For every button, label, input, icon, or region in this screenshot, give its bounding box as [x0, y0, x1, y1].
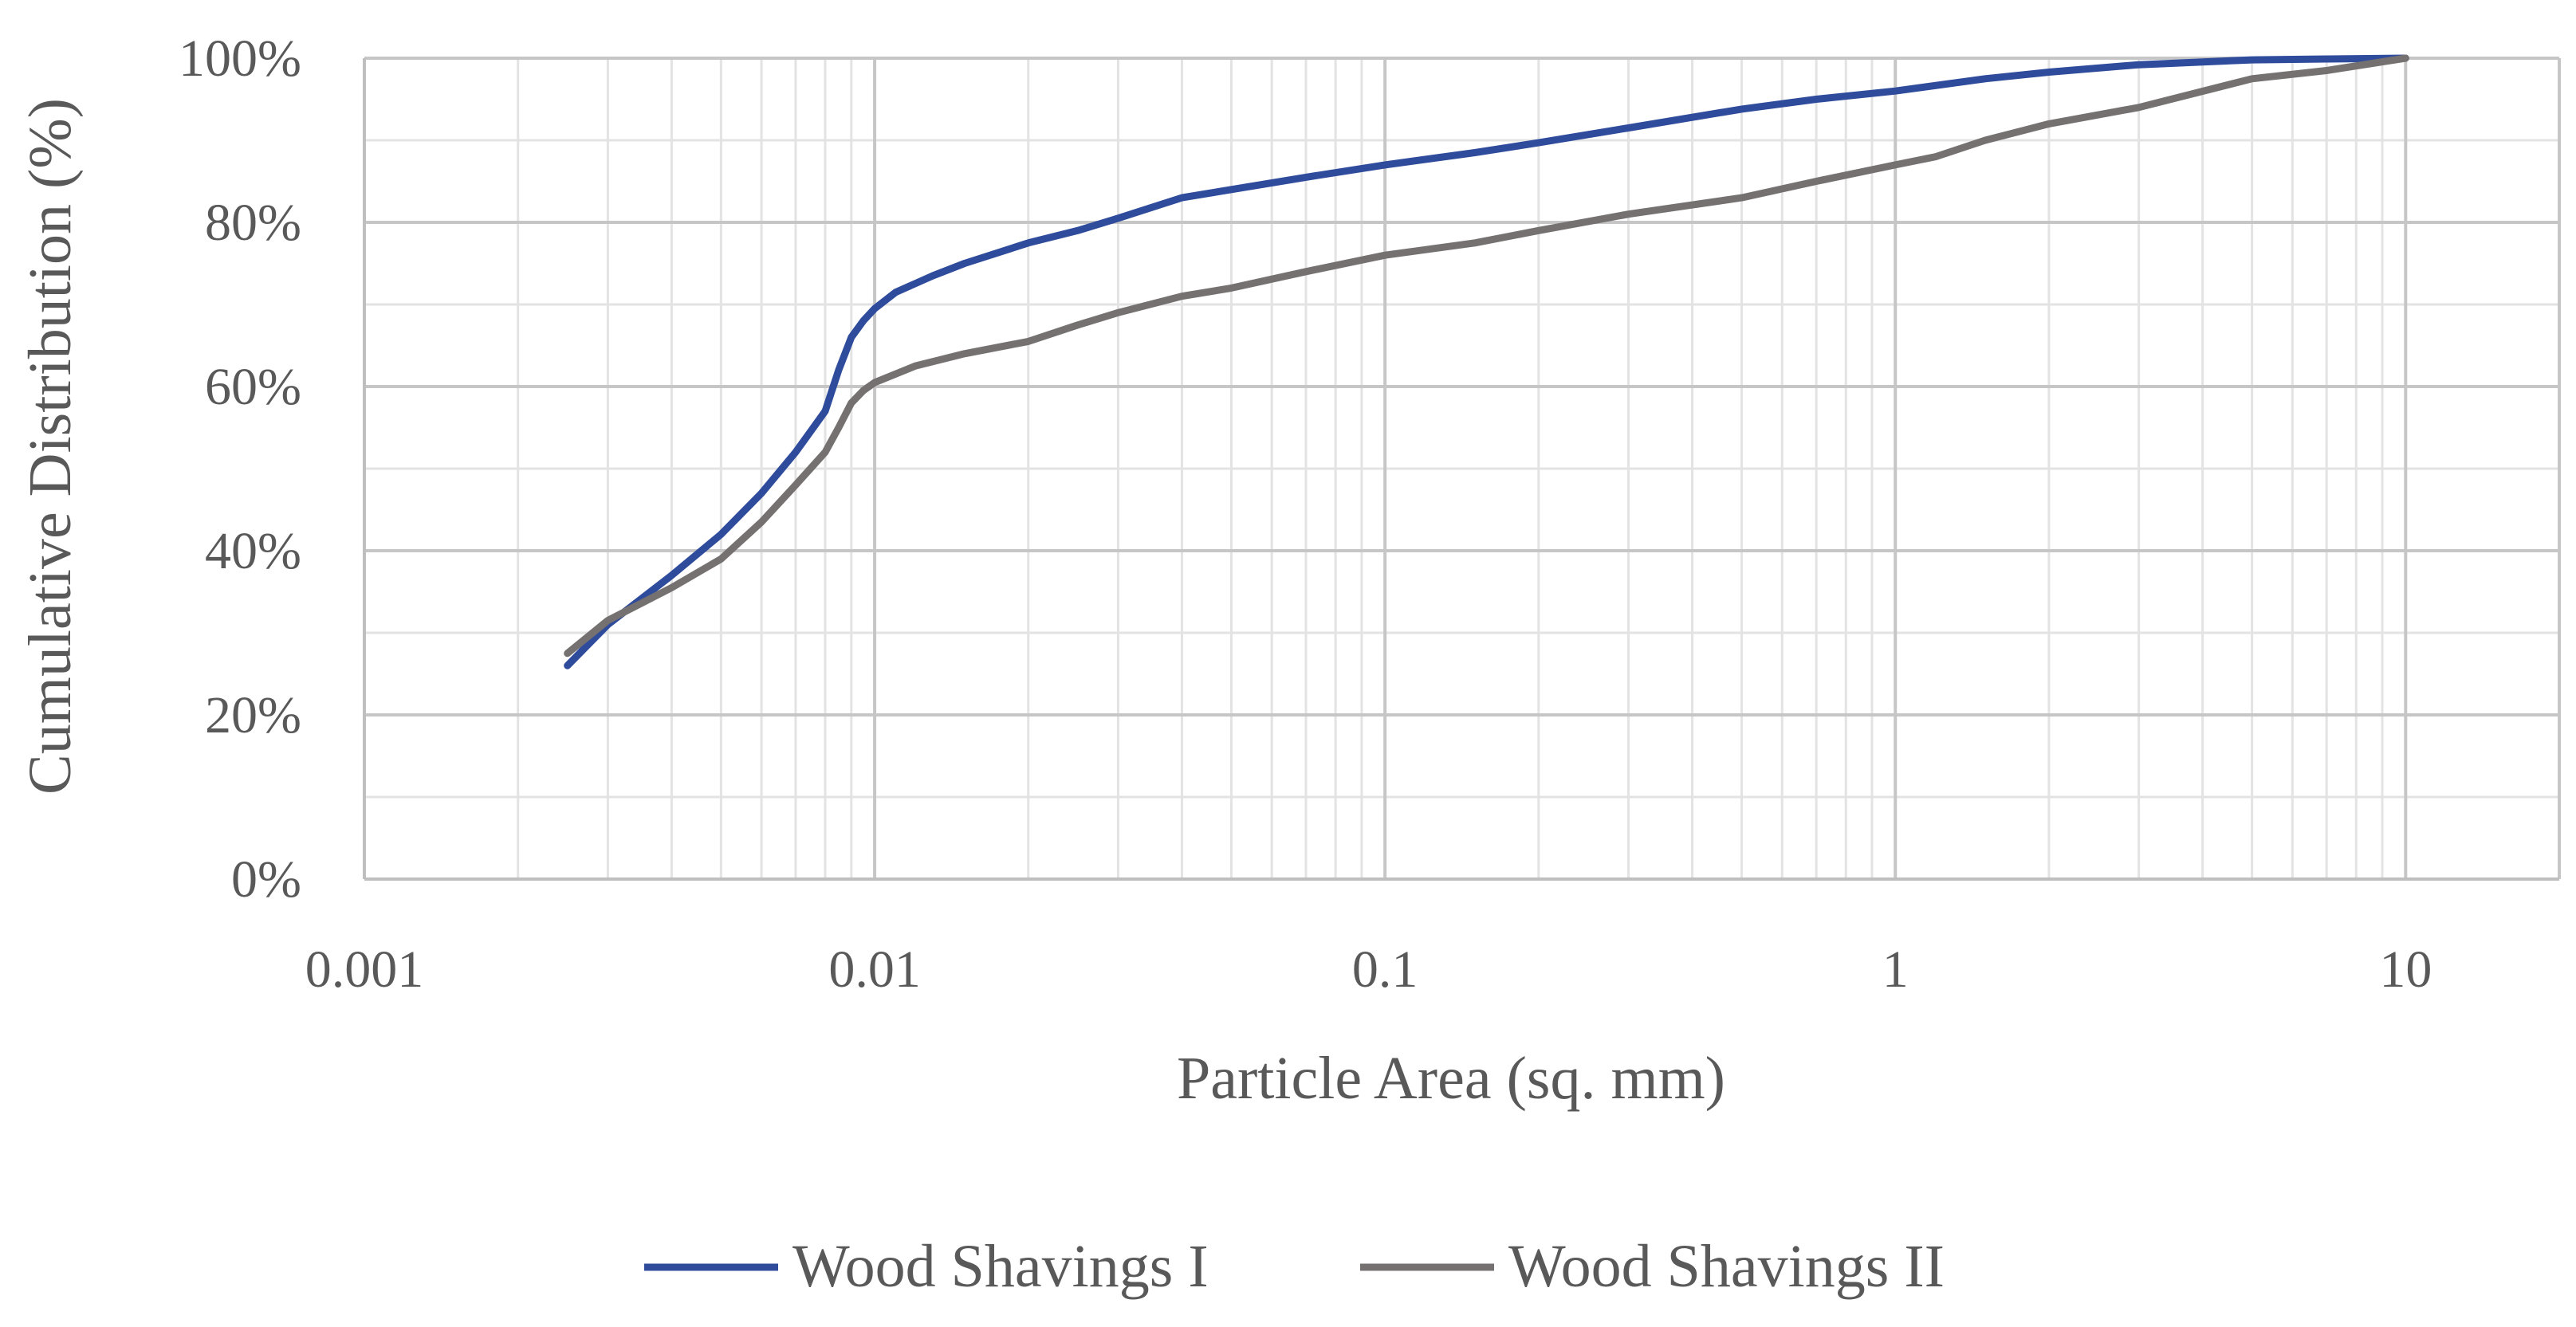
y-tick-label: 20%	[205, 686, 301, 744]
x-tick-label: 0.001	[305, 940, 424, 999]
tick-labels: 0% 20% 40% 60% 80% 100% 0.001 0.01 0.1 1 10	[179, 29, 2432, 999]
grid-lines	[363, 57, 2561, 879]
legend-label-wood-shavings-ii: Wood Shavings II	[1508, 1233, 1945, 1300]
legend-label-wood-shavings-i: Wood Shavings I	[792, 1233, 1209, 1300]
x-axis-title: Particle Area (sq. mm)	[1177, 1045, 1725, 1112]
x-tick-label: 0.1	[1352, 940, 1418, 999]
series-lines	[564, 54, 2409, 669]
series-line-wood-shavings-i	[564, 54, 2409, 669]
legend: Wood Shavings I Wood Shavings II	[644, 1233, 1945, 1300]
axes	[363, 58, 2559, 881]
x-tick-label: 0.01	[828, 940, 921, 999]
series-line-wood-shavings-ii	[564, 54, 2409, 658]
y-tick-label: 40%	[205, 522, 301, 580]
y-axis-title: Cumulative Distribution (%)	[17, 98, 84, 795]
y-tick-label: 100%	[179, 29, 301, 88]
y-tick-label: 60%	[205, 358, 301, 416]
x-tick-label: 1	[1882, 940, 1909, 999]
y-tick-label: 80%	[205, 194, 301, 252]
x-tick-label: 10	[2379, 940, 2432, 999]
y-tick-label: 0%	[231, 850, 301, 909]
